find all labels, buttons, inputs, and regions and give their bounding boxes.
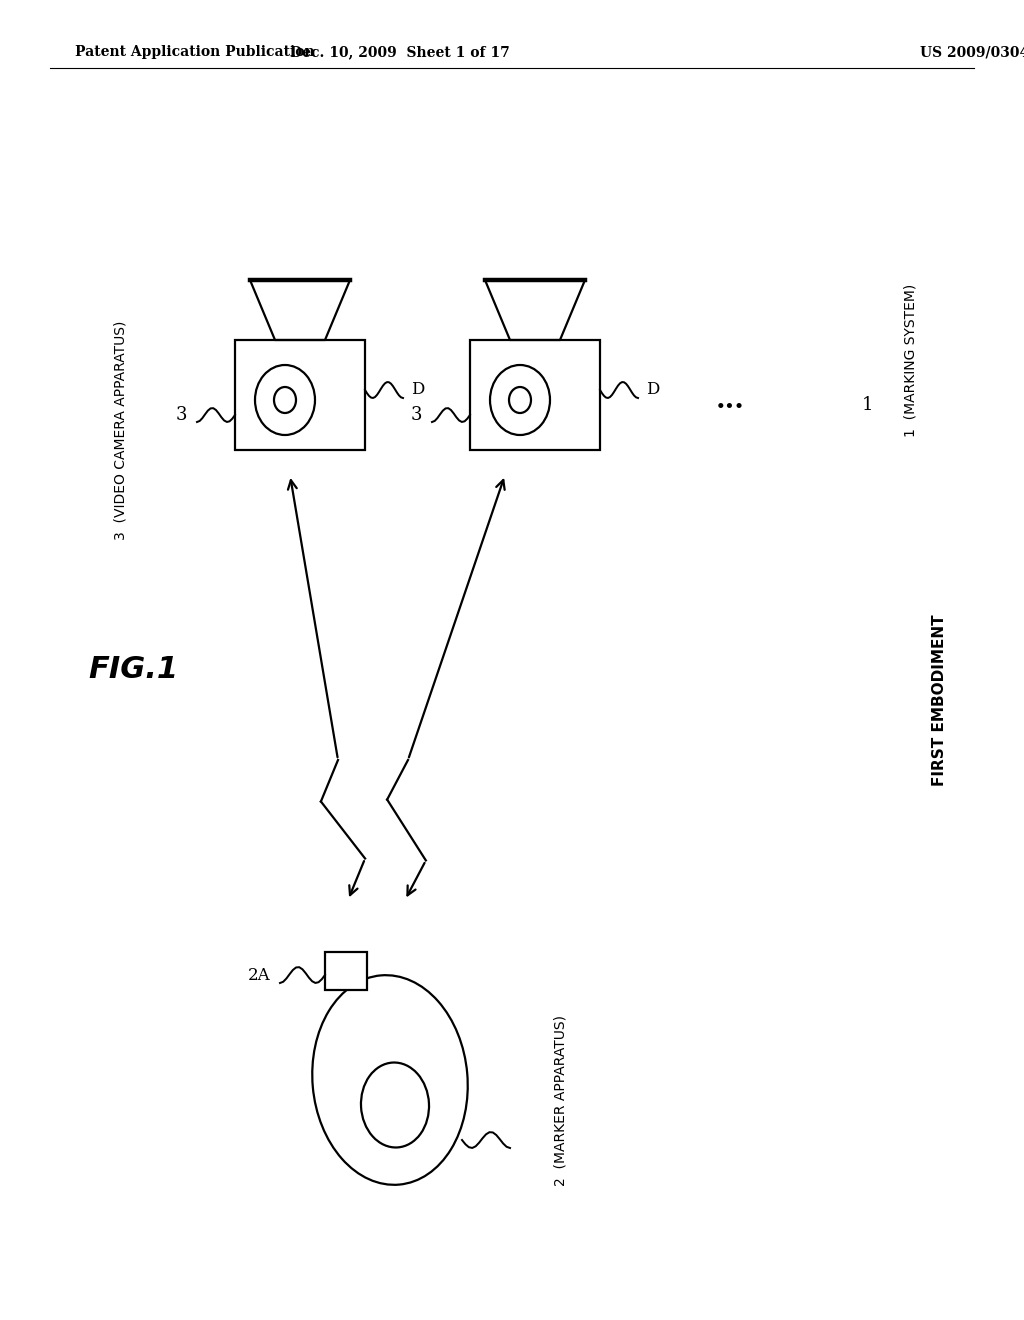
Text: 2  (MARKER APPARATUS): 2 (MARKER APPARATUS)	[553, 1015, 567, 1185]
Bar	[325, 952, 367, 990]
Text: Patent Application Publication: Patent Application Publication	[75, 45, 314, 59]
Text: ...: ...	[716, 387, 744, 413]
Text: FIG.1: FIG.1	[88, 656, 178, 685]
Ellipse shape	[509, 387, 531, 413]
Ellipse shape	[361, 1063, 429, 1147]
Text: 3: 3	[411, 407, 422, 424]
Bar	[234, 341, 365, 450]
Ellipse shape	[255, 366, 315, 436]
Ellipse shape	[312, 975, 468, 1185]
Bar	[470, 341, 600, 450]
Text: D: D	[646, 381, 659, 399]
Text: 1: 1	[862, 396, 873, 414]
Text: 3  (VIDEO CAMERA APPARATUS): 3 (VIDEO CAMERA APPARATUS)	[113, 321, 127, 540]
Ellipse shape	[274, 387, 296, 413]
Text: FIRST EMBODIMENT: FIRST EMBODIMENT	[933, 614, 947, 785]
Text: D: D	[411, 381, 424, 399]
Text: Dec. 10, 2009  Sheet 1 of 17: Dec. 10, 2009 Sheet 1 of 17	[290, 45, 510, 59]
Text: 1  (MARKING SYSTEM): 1 (MARKING SYSTEM)	[903, 284, 918, 437]
Text: 2A: 2A	[248, 966, 270, 983]
Ellipse shape	[490, 366, 550, 436]
Text: US 2009/0304347 A1: US 2009/0304347 A1	[920, 45, 1024, 59]
Text: 3: 3	[175, 407, 187, 424]
